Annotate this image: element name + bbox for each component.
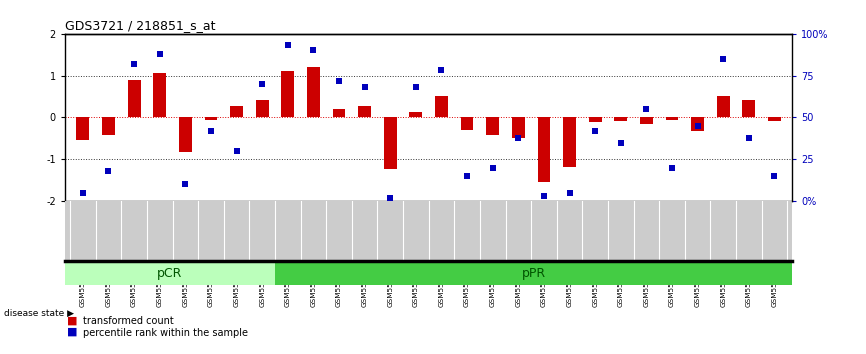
Text: ■: ■ [67, 327, 77, 337]
Bar [384, 118, 397, 169]
Point [178, 182, 192, 187]
Text: GDS3721 / 218851_s_at: GDS3721 / 218851_s_at [65, 19, 216, 33]
Bar [538, 118, 550, 182]
Point [281, 42, 294, 48]
Bar [410, 112, 423, 118]
Bar [230, 106, 243, 118]
Text: transformed count: transformed count [83, 316, 174, 326]
Bar [589, 118, 602, 122]
Bar [614, 118, 627, 121]
Point [512, 135, 526, 140]
Bar [65, 261, 275, 285]
Point [409, 84, 423, 90]
Bar [461, 118, 474, 130]
Bar [153, 73, 166, 118]
Text: disease state ▶: disease state ▶ [4, 309, 74, 318]
Point [127, 61, 141, 67]
Point [101, 168, 115, 174]
Point [204, 128, 218, 134]
Bar [204, 118, 217, 120]
Text: ■: ■ [67, 315, 77, 325]
Point [358, 84, 372, 90]
Point [563, 190, 577, 196]
Point [691, 123, 705, 129]
Point [435, 68, 449, 73]
Point [332, 78, 346, 84]
Bar [717, 96, 730, 118]
Point [76, 190, 90, 196]
Text: percentile rank within the sample: percentile rank within the sample [83, 328, 249, 338]
Bar [768, 118, 781, 121]
Point [486, 165, 500, 171]
Point [460, 173, 474, 179]
Point [716, 56, 730, 62]
Bar [255, 100, 268, 118]
Bar [487, 118, 499, 135]
Bar [76, 118, 89, 141]
Point [537, 193, 551, 199]
Text: pCR: pCR [158, 267, 183, 280]
Point [767, 173, 781, 179]
Bar [127, 80, 140, 118]
Bar [666, 118, 678, 120]
Point [152, 51, 166, 57]
Point [614, 140, 628, 145]
Bar [435, 96, 448, 118]
Bar [281, 72, 294, 118]
Bar [640, 118, 653, 124]
Point [229, 148, 243, 154]
Bar [742, 100, 755, 118]
Bar [102, 118, 115, 135]
Bar [359, 106, 371, 118]
Bar [563, 118, 576, 167]
Bar [307, 67, 320, 118]
Bar [512, 118, 525, 137]
Text: pPR: pPR [521, 267, 546, 280]
Point [665, 165, 679, 171]
Bar [275, 261, 792, 285]
Point [307, 47, 320, 53]
Point [255, 81, 269, 87]
Point [384, 195, 397, 201]
Bar [691, 118, 704, 131]
Bar [333, 109, 346, 118]
Point [742, 135, 756, 140]
Point [588, 128, 602, 134]
Bar [179, 118, 191, 152]
Point [639, 106, 653, 112]
